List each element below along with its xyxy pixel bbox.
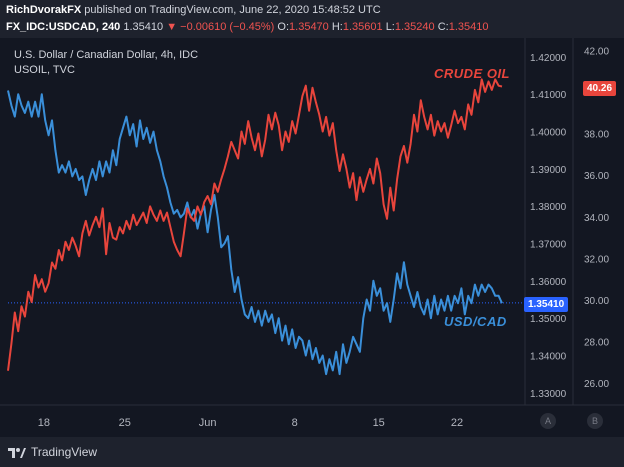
footer-brand: TradingView xyxy=(31,445,98,459)
usdcad-annotation: USD/CAD xyxy=(444,314,507,329)
x-tick-label: 18 xyxy=(38,417,50,429)
open-label: O: xyxy=(277,21,290,33)
y-left-tick-label: 1.42000 xyxy=(530,53,567,64)
y-left-tick-label: 1.34000 xyxy=(530,351,567,362)
footer-bar: TradingView xyxy=(0,437,624,467)
chart-legend-title: U.S. Dollar / Canadian Dollar, 4h, IDC xyxy=(14,49,199,61)
open-value: 1.35470 xyxy=(289,21,329,33)
y-left-tick-label: 1.37000 xyxy=(530,240,567,251)
y-left-tick-label: 1.35000 xyxy=(530,314,567,325)
last-price: 1.35410 xyxy=(123,21,164,33)
y-left-tick-label: 1.38000 xyxy=(530,202,567,213)
crude-oil-line xyxy=(7,78,503,371)
y-right-tick-label: 38.00 xyxy=(584,130,609,141)
y-axis-left[interactable]: 1.42000 1.41000 1.40000 1.39000 1.38000 1.370… xyxy=(530,53,567,400)
author-name[interactable]: RichDvorakFX xyxy=(6,4,82,16)
usdcad-last-badge: 1.35410 xyxy=(524,297,569,312)
low-label: L: xyxy=(385,21,395,33)
y-right-tick-label: 30.00 xyxy=(584,296,609,307)
usdcad-line xyxy=(7,90,503,376)
y-right-tick-label: 26.00 xyxy=(584,379,609,390)
ohlc-line: FX_IDC:USDCAD, 240 1.35410 ▼ −0.00610 (−… xyxy=(6,21,488,33)
high-value: 1.35601 xyxy=(342,21,383,33)
x-axis[interactable]: 18 25 Jun 8 15 22 xyxy=(38,417,463,429)
y-right-tick-label: 28.00 xyxy=(584,338,609,349)
symbol-label[interactable]: FX_IDC:USDCAD, 240 xyxy=(6,21,121,33)
low-value: 1.35240 xyxy=(394,21,435,33)
y-right-tick-label: 34.00 xyxy=(584,213,609,224)
scale-a-button[interactable]: A xyxy=(540,413,556,429)
y-left-tick-label: 1.41000 xyxy=(530,90,567,101)
tradingview-icon xyxy=(8,448,26,458)
x-tick-label: 8 xyxy=(292,417,298,429)
y-left-tick-label: 1.36000 xyxy=(530,277,567,288)
y-left-tick-label: 1.40000 xyxy=(530,128,567,139)
publish-bar: RichDvorakFX published on TradingView.co… xyxy=(0,0,624,38)
chart-area[interactable]: 1.42000 1.41000 1.40000 1.39000 1.38000 1.370… xyxy=(0,38,624,467)
y-right-tick-label: 42.00 xyxy=(584,46,609,57)
x-tick-label: 22 xyxy=(451,417,463,429)
chart-legend-sub: USOIL, TVC xyxy=(14,64,75,76)
y-left-tick-label: 1.33000 xyxy=(530,389,567,400)
close-value: 1.35410 xyxy=(448,21,489,33)
y-axis-right[interactable]: 42.0040.0038.0036.0034.0032.0030.0028.00… xyxy=(584,46,609,390)
chart-lines xyxy=(7,78,524,376)
y-right-tick-label: 32.00 xyxy=(584,254,609,265)
chart-grid xyxy=(0,38,624,406)
chart-svg[interactable]: 1.42000 1.41000 1.40000 1.39000 1.38000 1.370… xyxy=(0,38,624,467)
high-label: H: xyxy=(331,21,343,33)
tradingview-logo[interactable]: TradingView xyxy=(8,445,97,459)
x-tick-label: Jun xyxy=(199,417,217,429)
crude-oil-annotation: CRUDE OIL xyxy=(434,66,510,81)
y-right-tick-label: 36.00 xyxy=(584,171,609,182)
price-change: ▼ −0.00610 (−0.45%) xyxy=(166,21,275,33)
x-tick-label: 25 xyxy=(119,417,131,429)
publish-text: published on TradingView.com, June 22, 2… xyxy=(84,4,381,16)
publish-line: RichDvorakFX published on TradingView.co… xyxy=(6,4,381,16)
scale-b-button[interactable]: B xyxy=(587,413,603,429)
x-tick-label: 15 xyxy=(373,417,385,429)
close-label: C: xyxy=(437,21,449,33)
y-left-tick-label: 1.39000 xyxy=(530,165,567,176)
oil-last-badge: 40.26 xyxy=(583,81,617,96)
